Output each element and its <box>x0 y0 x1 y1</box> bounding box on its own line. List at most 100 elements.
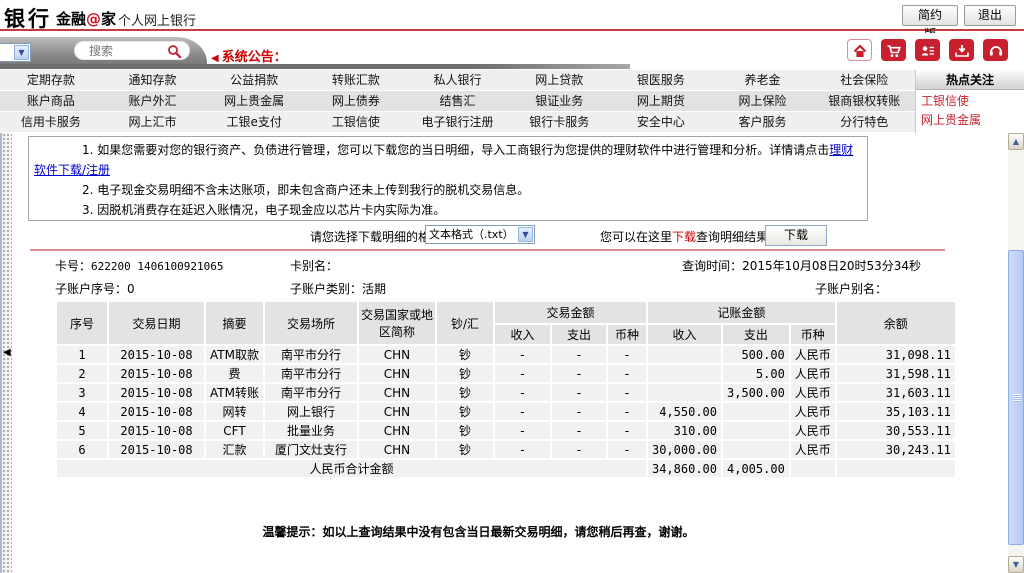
table-subheader-cell: 币种 <box>790 325 835 344</box>
download-button[interactable]: 下载 <box>765 225 827 246</box>
nav-item[interactable]: 客户服务 <box>738 115 787 129</box>
total-label-cell: 人民币合计金额 <box>57 460 646 477</box>
sub-account-alias: 子账户别名： <box>814 282 887 296</box>
logout-button[interactable]: 退出 <box>964 5 1016 26</box>
table-cell-region: CHN <box>358 365 435 382</box>
nav-item[interactable]: 网上贵金属 <box>224 94 285 108</box>
vertical-scrollbar[interactable]: ▲ ▼ <box>1008 133 1024 573</box>
table-total-row: 人民币合计金额 34,860.00 4,005.00 <box>57 460 955 477</box>
scrollbar-thumb[interactable] <box>1008 250 1024 545</box>
notice-line: 3. 因脱机消费存在延迟入账情况，电子现金应以芯片卡内实际为准。 <box>34 200 862 220</box>
table-header-cell: 序号 <box>57 302 107 344</box>
table-cell-txn_out: - <box>551 441 606 458</box>
nav-item[interactable]: 结售汇 <box>439 94 476 108</box>
search-icon[interactable] <box>167 44 182 59</box>
download-bar: 请您选择下载明细的格式 文本格式（.txt） ▼ 您可以在这里下载查询明细结果 … <box>12 225 972 247</box>
simple-version-button[interactable]: 简约版 <box>902 5 958 41</box>
nav-item[interactable]: 转账汇款 <box>331 73 380 87</box>
hot-topic-link[interactable]: 工银信使 <box>921 94 970 108</box>
nav-item[interactable]: 网上债券 <box>331 94 380 108</box>
search-input[interactable] <box>89 43 165 58</box>
cart-icon[interactable] <box>881 39 906 61</box>
table-cell-seq: 6 <box>57 441 107 458</box>
table-cell-txn_cur: - <box>607 441 646 458</box>
nav-item[interactable]: 网上贷款 <box>535 73 584 87</box>
table-row: 5 2015-10-08 CFT 批量业务 CHN 钞 - - -310.00 人民币 30,553… <box>57 422 955 439</box>
nav-item[interactable]: 账户商品 <box>26 94 75 108</box>
nav-item[interactable]: 安全中心 <box>636 115 685 129</box>
home-icon[interactable] <box>847 39 872 61</box>
table-cell-summary: 网转 <box>206 403 263 420</box>
nav-item[interactable]: 网上汇市 <box>128 115 177 129</box>
nav-item[interactable]: 网上期货 <box>636 94 685 108</box>
nav-item[interactable]: 电子银行注册 <box>421 115 494 129</box>
table-cell-acct_cur: 人民币 <box>790 403 835 420</box>
format-select[interactable]: 文本格式（.txt） ▼ <box>425 225 535 244</box>
table-cell-txn_cur: - <box>607 346 646 363</box>
table-cell-date: 2015-10-08 <box>109 441 204 458</box>
table-cell-seq: 5 <box>57 422 107 439</box>
nav-item[interactable]: 社会保险 <box>840 73 889 87</box>
nav-item[interactable]: 账户外汇 <box>128 94 177 108</box>
bank-logo: 银行 <box>4 7 52 31</box>
nav-item[interactable]: 银行卡服务 <box>529 115 590 129</box>
table-cell-place: 批量业务 <box>264 422 357 439</box>
table-cell-txn_cur: - <box>607 384 646 401</box>
contacts-icon[interactable] <box>915 39 940 61</box>
table-cell-acct_out: 500.00 <box>723 346 789 363</box>
format-select-value: 文本格式（.txt） <box>429 228 514 241</box>
nav-item[interactable]: 通知存款 <box>128 73 177 87</box>
table-cell-txn_in: - <box>494 365 550 382</box>
nav-item[interactable]: 银商银权转账 <box>828 94 901 108</box>
nav-item[interactable]: 定期存款 <box>26 73 75 87</box>
nav-item[interactable]: 工银e支付 <box>226 115 282 129</box>
table-cell-balance: 31,098.11 <box>836 346 955 363</box>
format-label: 请您选择下载明细的格式 <box>310 230 443 244</box>
table-cell-region: CHN <box>358 403 435 420</box>
collapse-arrow-icon[interactable]: ◀ <box>3 347 11 358</box>
table-cell-summary: 汇款 <box>206 441 263 458</box>
scroll-down-icon[interactable]: ▼ <box>1008 556 1024 573</box>
table-cell-cash: 钞 <box>436 346 493 363</box>
table-cell-balance: 30,553.11 <box>836 422 955 439</box>
card-alias: 卡别名： <box>290 259 339 273</box>
table-cell-date: 2015-10-08 <box>109 403 204 420</box>
download-hint: 您可以在这里下载查询明细结果 <box>600 230 769 244</box>
nav-row: 账户商品 账户外汇 网上贵金属 网上债券 结售汇 银证业务 网上期货 网上保险 银商银权转账 <box>0 91 915 111</box>
table-cell-txn_out: - <box>551 384 606 401</box>
nav-item[interactable]: 公益捐款 <box>230 73 279 87</box>
nav-item[interactable]: 银医服务 <box>636 73 685 87</box>
table-header-cell: 交易日期 <box>109 302 204 344</box>
table-cell-acct_in: 30,000.00 <box>647 441 721 458</box>
table-cell-acct_out <box>723 441 789 458</box>
table-cell-region: CHN <box>358 441 435 458</box>
nav-item[interactable]: 私人银行 <box>433 73 482 87</box>
finance-software-link[interactable]: 理财软件下载/注册 <box>34 143 854 177</box>
category-select[interactable]: ▼ <box>0 43 31 62</box>
hot-topic-link[interactable]: 网上贵金属 <box>921 113 982 127</box>
inbox-download-icon[interactable] <box>949 39 974 61</box>
table-cell-txn_out: - <box>551 365 606 382</box>
nav-item[interactable]: 网上保险 <box>738 94 787 108</box>
table-cell-cash: 钞 <box>436 365 493 382</box>
table-cell-date: 2015-10-08 <box>109 422 204 439</box>
left-splitter[interactable]: ◀ <box>0 133 12 573</box>
notice-text: 3. 因脱机消费存在延迟入账情况，电子现金应以芯片卡内实际为准。 <box>82 203 446 217</box>
table-cell-summary: ATM转账 <box>206 384 263 401</box>
notice-box: 1. 如果您需要对您的银行资产、负债进行管理，您可以下载您的当日明细，导入工商银… <box>28 136 868 221</box>
nav-item[interactable]: 分行特色 <box>840 115 889 129</box>
nav-item[interactable]: 工银信使 <box>331 115 380 129</box>
nav-item[interactable]: 信用卡服务 <box>20 115 81 129</box>
table-header-cell: 记账金额 <box>647 302 835 323</box>
table-row: 4 2015-10-08 网转 网上银行 CHN 钞 - - -4,550.00 人民币 35,10… <box>57 403 955 420</box>
table-cell-acct_in <box>647 346 721 363</box>
table-subheader-cell: 收入 <box>494 325 550 344</box>
scroll-up-icon[interactable]: ▲ <box>1008 133 1024 150</box>
table-cell-acct_in <box>647 384 721 401</box>
nav-item[interactable]: 银证业务 <box>535 94 584 108</box>
table-cell-acct_cur: 人民币 <box>790 346 835 363</box>
nav-item[interactable]: 养老金 <box>744 73 781 87</box>
table-cell-summary: ATM取款 <box>206 346 263 363</box>
transaction-table: 序号 交易日期 摘要 交易场所 交易国家或地区简称 钞/汇 交易金额 记账金额 余额 收入 支出 币种… <box>55 300 957 479</box>
customer-service-icon[interactable] <box>983 39 1008 61</box>
